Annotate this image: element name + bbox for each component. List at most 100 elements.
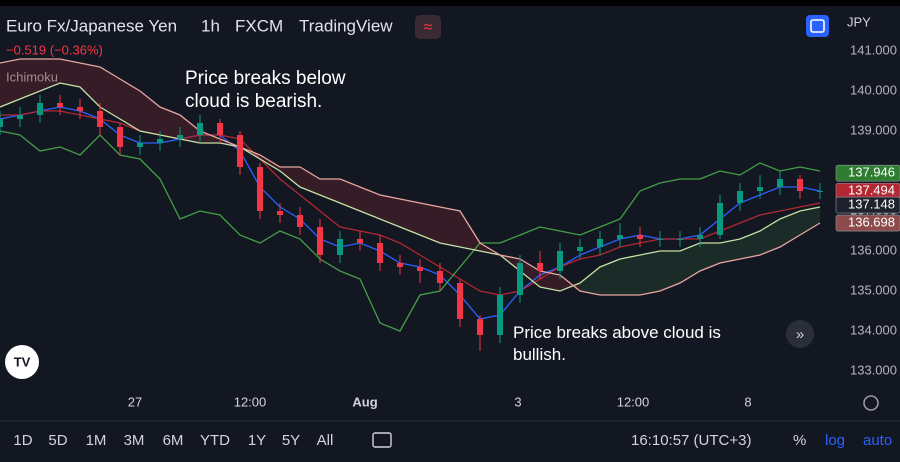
cloud	[260, 155, 280, 171]
auto-toggle[interactable]: auto	[863, 432, 892, 449]
y-tick-label: 135.000	[850, 282, 897, 297]
cloud	[160, 107, 180, 139]
cloud	[700, 243, 720, 271]
candle-body	[537, 263, 543, 271]
cloud	[0, 59, 20, 107]
cloud	[380, 195, 400, 227]
indicator-icon-glyph: ≈	[424, 19, 433, 36]
clock: 16:10:57 (UTC+3)	[631, 432, 751, 449]
cloud	[620, 255, 640, 295]
candle-body	[697, 235, 703, 239]
range-button[interactable]: All	[317, 432, 334, 449]
candle-body	[157, 139, 163, 143]
x-tick-label: 3	[514, 394, 521, 409]
candle-body	[797, 179, 803, 191]
cloud	[460, 211, 480, 251]
y-tick-label: 136.000	[850, 242, 897, 257]
candle-body	[377, 243, 383, 263]
last-value-label: 137.494	[848, 183, 895, 198]
candle-body	[657, 239, 663, 240]
toolbar: 16:10:57 (UTC+3) % log auto 1D 5D 1M 3M 6M YT…	[13, 432, 892, 449]
range-button[interactable]: 5Y	[282, 432, 300, 449]
candle-body	[477, 319, 483, 335]
candle-body	[397, 263, 403, 267]
cloud	[800, 207, 820, 235]
candle-body	[17, 115, 23, 119]
range-button[interactable]: 6M	[163, 432, 184, 449]
candle-body	[817, 191, 823, 192]
indicator-name[interactable]: Ichimoku	[6, 69, 58, 84]
last-value-label: 137.148	[848, 197, 895, 212]
ichimoku-line	[0, 82, 821, 292]
candle-body	[57, 103, 63, 107]
cloud	[60, 59, 80, 87]
candle-body	[357, 239, 363, 243]
candle-body	[337, 239, 343, 255]
settings-button[interactable]	[863, 395, 879, 411]
candle-body	[577, 247, 583, 251]
top-strip	[0, 0, 900, 6]
cloud	[20, 59, 40, 99]
percent-toggle[interactable]: %	[793, 432, 806, 449]
exchange: FXCM	[235, 16, 283, 35]
candle-body	[517, 263, 523, 295]
candle-body	[617, 235, 623, 239]
candle-body	[637, 235, 643, 239]
y-tick-label: 133.000	[850, 362, 897, 377]
candle-body	[277, 211, 283, 215]
cloud	[680, 243, 700, 283]
cloud	[280, 167, 300, 187]
candle-body	[717, 203, 723, 235]
cloud	[100, 67, 120, 119]
tv-logo[interactable]	[5, 345, 39, 379]
plot-area	[0, 58, 823, 351]
range-button[interactable]: 1D	[13, 432, 32, 449]
cloud	[420, 203, 440, 243]
candle-body	[137, 143, 143, 147]
compare-icon[interactable]	[372, 432, 392, 448]
cloud	[580, 267, 600, 295]
x-tick-label: 8	[744, 394, 751, 409]
candle-body	[497, 295, 503, 335]
candle-body	[597, 239, 603, 247]
cloud	[340, 179, 360, 211]
candle-body	[117, 127, 123, 147]
header: Euro Fx/Japanese Yen 1h FXCM TradingView…	[6, 14, 871, 84]
range-button[interactable]: 5D	[48, 432, 67, 449]
indicator-icon[interactable]	[415, 15, 441, 39]
candle-body	[737, 191, 743, 203]
cloud	[440, 207, 460, 247]
fullscreen-button[interactable]	[806, 15, 829, 37]
x-tick-label: 27	[128, 394, 142, 409]
y-tick-label: 141.000	[850, 42, 897, 57]
candle-body	[257, 167, 263, 211]
x-tick-label: Aug	[352, 394, 377, 409]
range-button[interactable]: 1Y	[248, 432, 266, 449]
scroll-button[interactable]	[786, 320, 814, 348]
candle-body	[77, 107, 83, 111]
ichimoku-line	[0, 130, 821, 332]
cloud	[400, 199, 420, 235]
last-value-badge	[835, 164, 900, 182]
candle-body	[437, 271, 443, 283]
candle-body	[757, 187, 763, 191]
range-button[interactable]: 1M	[86, 432, 107, 449]
log-toggle[interactable]: log	[825, 432, 845, 449]
range-button[interactable]: 3M	[124, 432, 145, 449]
source: TradingView	[299, 16, 393, 35]
currency[interactable]: JPY	[847, 14, 871, 29]
last-value-label: 136.698	[848, 215, 895, 230]
y-tick-label: 140.000	[850, 82, 897, 97]
candle-body	[297, 215, 303, 227]
interval[interactable]: 1h	[201, 16, 220, 35]
candle-body	[217, 123, 223, 135]
cloud	[80, 63, 100, 107]
range-button[interactable]: YTD	[200, 432, 230, 449]
cloud	[300, 167, 320, 195]
cloud	[640, 251, 660, 295]
candle-body	[237, 135, 243, 167]
symbol[interactable]: Euro Fx/Japanese Yen	[6, 16, 177, 35]
y-tick-label: 134.000	[850, 322, 897, 337]
fullscreen-glyph	[810, 19, 825, 33]
